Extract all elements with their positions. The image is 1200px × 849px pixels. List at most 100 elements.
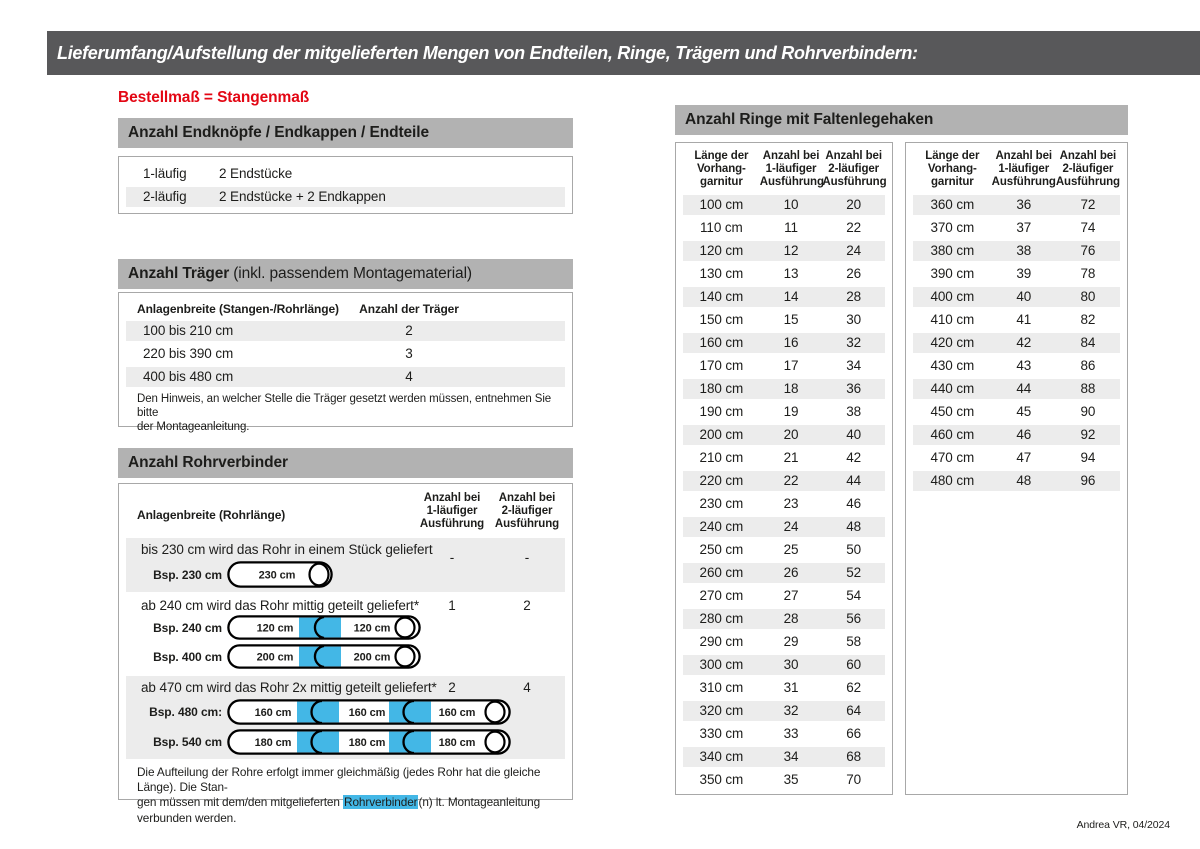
rod-end-cap [484,730,506,754]
length-cell: 390 cm [930,266,975,281]
table-row: 430 cm 43 86 [913,354,1120,377]
table-row: 320 cm 32 64 [683,699,885,722]
length-cell: 470 cm [930,450,975,465]
joint-arc [310,729,323,755]
length-cell: 400 cm [930,289,975,304]
count-2-cell: 78 [1080,266,1096,281]
count-1-cell: 13 [783,266,799,281]
table-row: 200 cm 20 40 [683,423,885,446]
count-2-cell: 36 [846,381,862,396]
length-cell: 100 cm [699,197,744,212]
range-cell: 100 bis 210 cm [143,323,234,338]
count-1-cell: 18 [783,381,799,396]
count-cell: 4 [405,369,413,384]
rings-rows: 100 cm 10 20 110 cm 11 22 120 cm 12 24 1… [683,193,885,791]
count-2-cell: 20 [846,197,862,212]
note-line: gen müssen mit dem/den mitgelieferten Ro… [137,795,541,825]
count-1-cell: 44 [1016,381,1032,396]
rod-diagram: 160 cm 160 cm 160 cm [227,699,511,725]
example-label: Bsp. 540 cm [153,735,222,749]
count-2-cell: 22 [846,220,862,235]
length-cell: 120 cm [699,243,744,258]
count-2-cell: 34 [846,358,862,373]
count-2-cell: 30 [846,312,862,327]
table-row: 340 cm 34 68 [683,745,885,768]
count-cell: 2 [405,323,413,338]
count-2-cell: 84 [1080,335,1096,350]
range-cell: 400 bis 480 cm [143,369,234,384]
section-header-endteile: Anzahl Endknöpfe / Endkappen / Endteile [118,118,573,148]
length-cell: 230 cm [699,496,744,511]
length-cell: 380 cm [930,243,975,258]
count-2-cell: 32 [846,335,862,350]
count-1-cell: 17 [783,358,799,373]
section-header-traeger: Anzahl Träger (inkl. passendem Montagema… [118,259,573,289]
table-row: 470 cm 47 94 [913,446,1120,469]
count-2-cell: 66 [846,726,862,741]
length-cell: 480 cm [930,473,975,488]
count-2-cell: 56 [846,611,862,626]
count-1-cell: 27 [783,588,799,603]
traeger-note: Den Hinweis, an welcher Stelle die Träge… [137,392,572,434]
rings-table-header: Länge der Vorhang-garnitur Anzahl bei 1-lä… [913,150,1120,189]
joint-arc [402,729,415,755]
segment-length-label: 180 cm [439,737,476,749]
count-1-cell: 12 [783,243,799,258]
col-header-1-laeufig: Anzahl bei 1-läufiger Ausführung [759,150,824,188]
connector-swatch [299,617,341,638]
length-cell: 140 cm [699,289,744,304]
count-2-cell: 88 [1080,381,1096,396]
count-2-cell: 24 [846,243,862,258]
count-2-cell: 76 [1080,243,1096,258]
table-row: 100 bis 210 cm 2 [126,319,565,342]
table-row: 370 cm 37 74 [913,216,1120,239]
count-1-cell: 15 [783,312,799,327]
rings-table-1: Länge der Vorhang-garnitur Anzahl bei 1-lä… [675,142,893,795]
table-row: 220 cm 22 44 [683,469,885,492]
count-2-cell: 92 [1080,427,1096,442]
col-header-2-laeufig: Anzahl bei 2-läufiger Ausführung [822,150,887,188]
count-1-cell: 22 [783,473,799,488]
count-1-cell: 25 [783,542,799,557]
rod-end-cap [484,700,506,724]
order-measure-note: Bestellmaß = Stangenmaß [118,89,310,106]
rod-diagram: 200 cm 200 cm [227,644,421,669]
value-1-laeufig: - [449,550,455,565]
rod-body [227,561,333,588]
length-cell: 460 cm [930,427,975,442]
count-2-cell: 82 [1080,312,1096,327]
length-cell: 110 cm [700,220,743,235]
length-cell: 320 cm [699,703,744,718]
segment-length-label: 200 cm [257,652,294,664]
table-row: 110 cm 11 22 [683,216,885,239]
rod-example-400: Bsp. 400 cm 200 cm 200 cm [119,644,421,669]
block-text: ab 240 cm wird das Rohr mittig geteilt g… [141,598,419,613]
table-row: 210 cm 21 42 [683,446,885,469]
length-cell: 450 cm [930,404,975,419]
count-1-cell: 14 [783,289,799,304]
rod-end-cap [308,562,330,587]
col-header-length: Länge der Vorhang-garnitur [925,150,980,188]
type-cell: 2-läufig [143,189,187,204]
count-1-cell: 23 [783,496,799,511]
column-header-width: Anlagenbreite (Rohrlänge) [137,508,286,522]
length-cell: 160 cm [699,335,744,350]
table-row: 150 cm 15 30 [683,308,885,331]
traeger-rows: 100 bis 210 cm 2 220 bis 390 cm 3 400 bi… [126,319,565,388]
count-2-cell: 80 [1080,289,1096,304]
length-cell: 150 cm [699,312,744,327]
table-row: 300 cm 30 60 [683,653,885,676]
table-row: 400 cm 40 80 [913,285,1120,308]
connector-swatch [297,701,339,723]
count-2-cell: 46 [846,496,862,511]
value-2-laeufig: 2 [523,598,531,613]
segment-length-label: 200 cm [354,652,391,664]
block-text: ab 470 cm wird das Rohr 2x mittig geteil… [141,680,437,695]
count-2-cell: 48 [846,519,862,534]
table-row: 1-läufig 2 Endstücke [126,162,565,185]
value-1-laeufig: 1 [448,598,456,613]
col-header-2-laeufig: Anzahl bei 2-läufiger Ausführung [1055,150,1120,188]
count-1-cell: 16 [783,335,799,350]
count-2-cell: 64 [846,703,862,718]
length-cell: 440 cm [930,381,975,396]
